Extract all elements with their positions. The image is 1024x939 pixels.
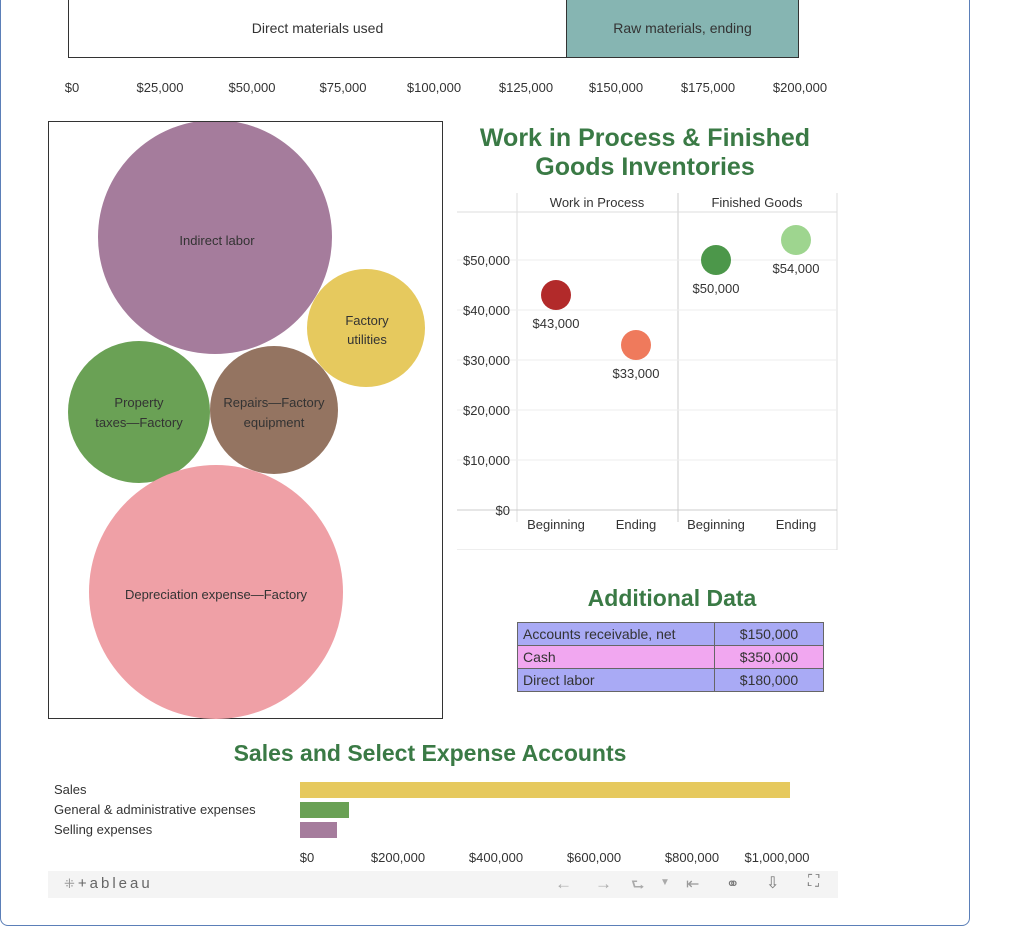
row-label: Direct labor xyxy=(517,668,715,692)
top-axis-tick: $150,000 xyxy=(588,80,644,95)
tableau-toolbar: ⁜+ableau ← → ⮑ ▼ ⇤ ⚭ ⇩ ⛶ xyxy=(48,871,838,898)
tableau-logo[interactable]: ⁜+ableau xyxy=(64,875,153,892)
category-label-sales: Sales xyxy=(54,782,87,797)
inventory-chart-title: Work in Process & Finished Goods Invento… xyxy=(479,124,811,181)
bubble-label: Indirect labor xyxy=(179,233,255,248)
bar-direct-materials-label: Direct materials used xyxy=(251,20,384,36)
top-axis-tick: $125,000 xyxy=(498,80,554,95)
tableau-brand: +ableau xyxy=(77,875,153,892)
inventory-point-label: $43,000 xyxy=(533,316,580,331)
bubble-repairs[interactable]: Repairs—Factory equipment xyxy=(210,346,338,474)
inventory-svg: Work in Process Finished Goods $50,000$4… xyxy=(457,193,838,551)
reset-icon[interactable]: ⇤ xyxy=(686,876,700,893)
inventory-point[interactable] xyxy=(621,330,651,360)
sales-axis-tick: $400,000 xyxy=(468,850,524,865)
bubble-label-line1: Repairs—Factory xyxy=(223,395,325,410)
bubble-factory-utilities[interactable]: Factory utilities xyxy=(307,269,425,387)
y-tick-label: $30,000 xyxy=(463,353,510,368)
bubble-label-line1: Property xyxy=(114,395,164,410)
sales-axis-tick: $800,000 xyxy=(664,850,720,865)
bubble-indirect-labor[interactable]: Indirect labor xyxy=(98,120,332,354)
sales-axis-tick: $0 xyxy=(299,850,315,865)
inventory-point-label: $33,000 xyxy=(613,366,660,381)
top-axis-tick: $175,000 xyxy=(680,80,736,95)
top-axis-tick: $75,000 xyxy=(319,80,367,95)
bubble-label-line2: equipment xyxy=(244,415,305,430)
table-row[interactable]: Cash $350,000 xyxy=(517,645,824,669)
sales-bar[interactable] xyxy=(300,782,790,798)
bubble-label: Depreciation expense—Factory xyxy=(125,587,308,602)
bar-raw-materials-ending[interactable]: Raw materials, ending xyxy=(566,0,799,58)
sales-category-labels: Sales General & administrative expenses … xyxy=(54,780,256,840)
row-value: $180,000 xyxy=(714,668,824,692)
sales-axis-tick: $600,000 xyxy=(566,850,622,865)
inventory-point[interactable] xyxy=(541,280,571,310)
bubble-depreciation[interactable]: Depreciation expense—Factory xyxy=(89,465,343,719)
top-axis-tick: $100,000 xyxy=(406,80,462,95)
panel-header-fg: Finished Goods xyxy=(711,195,803,210)
undo-icon[interactable]: ← xyxy=(555,874,572,893)
x-tick-wip-ending: Ending xyxy=(616,517,656,532)
sales-bars xyxy=(300,780,800,840)
additional-data-title: Additional Data xyxy=(587,585,757,611)
dashboard-frame xyxy=(0,0,970,926)
y-tick-label: $40,000 xyxy=(463,303,510,318)
materials-bar: Direct materials used Raw materials, end… xyxy=(0,0,1024,60)
inventory-points: $43,000 $33,000 $50,000 $54,000 xyxy=(533,225,820,381)
row-value: $150,000 xyxy=(714,622,824,646)
x-tick-fg-beginning: Beginning xyxy=(687,517,745,532)
table-row[interactable]: Accounts receivable, net $150,000 xyxy=(517,622,824,646)
sales-chart-title: Sales and Select Expense Accounts xyxy=(233,740,627,766)
y-tick-label: $10,000 xyxy=(463,453,510,468)
bubble-property-taxes[interactable]: Property taxes—Factory xyxy=(68,341,210,483)
download-icon[interactable]: ⇩ xyxy=(766,875,780,892)
bubble-svg: Indirect labor Factory utilities Propert… xyxy=(68,120,425,719)
inventory-point[interactable] xyxy=(701,245,731,275)
row-label: Accounts receivable, net xyxy=(517,622,715,646)
sales-bar[interactable] xyxy=(300,822,337,838)
x-tick-fg-ending: Ending xyxy=(776,517,816,532)
tableau-cross-icon: ⁜ xyxy=(64,876,78,891)
panel-header-wip: Work in Process xyxy=(550,195,645,210)
bar-direct-materials[interactable]: Direct materials used xyxy=(68,0,567,58)
top-axis-tick: $200,000 xyxy=(772,80,828,95)
sales-bar[interactable] xyxy=(300,802,349,818)
row-value: $350,000 xyxy=(714,645,824,669)
revert-dropdown-icon[interactable]: ▼ xyxy=(660,877,670,888)
bubble-label-line2: taxes—Factory xyxy=(95,415,183,430)
inventory-point[interactable] xyxy=(781,225,811,255)
x-tick-wip-beginning: Beginning xyxy=(527,517,585,532)
table-row[interactable]: Direct labor $180,000 xyxy=(517,668,824,692)
y-tick-label: $0 xyxy=(496,503,510,518)
inventory-point-label: $54,000 xyxy=(773,261,820,276)
sales-axis-tick: $200,000 xyxy=(370,850,426,865)
redo-icon[interactable]: → xyxy=(595,874,612,893)
inventory-grid: $50,000 $40,000 $30,000 $20,000 $10,000 $0 xyxy=(457,253,837,518)
top-axis-tick: $50,000 xyxy=(228,80,276,95)
category-label-ga: General & administrative expenses xyxy=(54,802,256,817)
bubble-label-line1: Factory xyxy=(345,313,389,328)
row-label: Cash xyxy=(517,645,715,669)
top-axis-tick: $0 xyxy=(64,80,80,95)
overhead-bubble-chart: Indirect labor Factory utilities Propert… xyxy=(48,120,443,719)
sales-axis-tick: $1,000,000 xyxy=(744,850,810,865)
inventory-point-label: $50,000 xyxy=(693,281,740,296)
top-axis-tick: $25,000 xyxy=(136,80,184,95)
inventory-chart: Work in Process Finished Goods $50,000 $4… xyxy=(440,190,850,551)
share-icon[interactable]: ⚭ xyxy=(726,876,740,893)
additional-data-table: Accounts receivable, net $150,000 Cash $… xyxy=(517,622,824,692)
bar-raw-materials-label: Raw materials, ending xyxy=(613,20,752,36)
y-tick-label: $20,000 xyxy=(463,403,510,418)
fullscreen-icon[interactable]: ⛶ xyxy=(808,873,820,890)
category-label-selling: Selling expenses xyxy=(54,822,153,837)
y-tick-label: $50,000 xyxy=(463,253,510,268)
bubble-label-line2: utilities xyxy=(347,332,387,347)
revert-icon[interactable]: ⮑ xyxy=(631,877,645,894)
